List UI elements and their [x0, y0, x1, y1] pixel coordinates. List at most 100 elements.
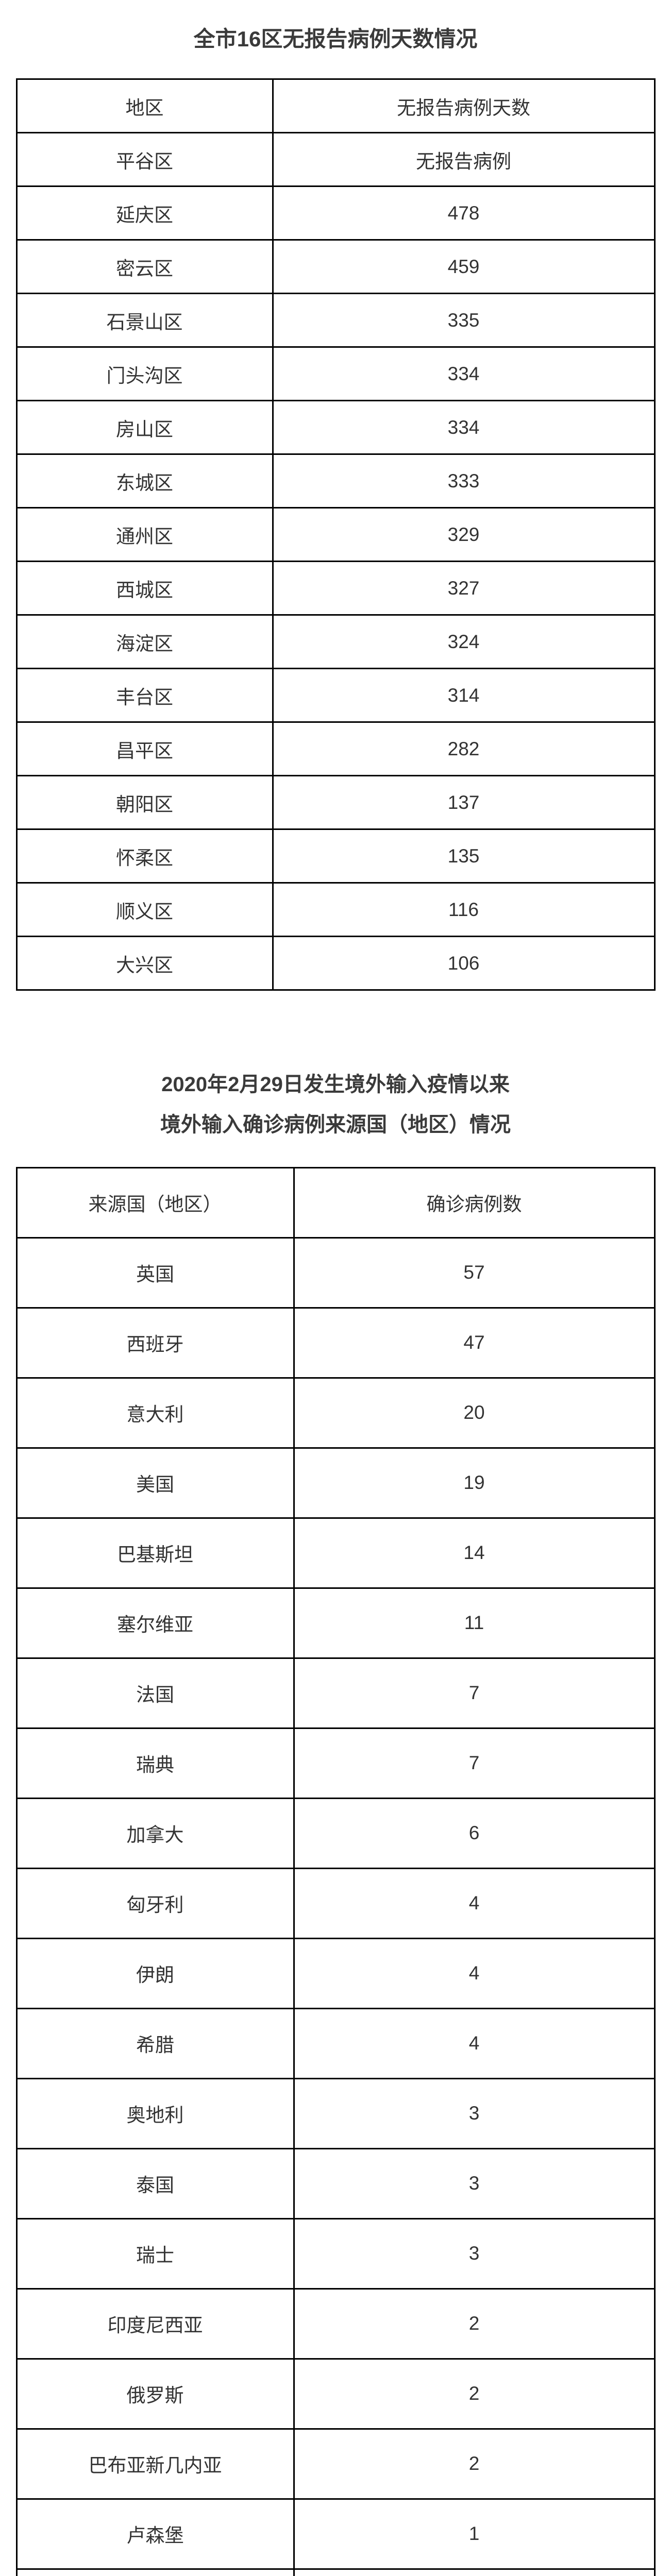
row-label-cell: 密云区: [15, 239, 274, 295]
row-label-cell: 挪威: [15, 2568, 295, 2576]
table-row: 卢森堡 1: [15, 2498, 656, 2570]
row-value-cell: 335: [272, 293, 656, 348]
row-value-cell: 327: [272, 561, 656, 616]
table-row: 西班牙 47: [15, 1307, 656, 1379]
table-row: 印度尼西亚 2: [15, 2287, 656, 2360]
row-value-cell: 14: [293, 1517, 656, 1589]
row-label-cell: 希腊: [15, 2007, 295, 2079]
countries-title-line-1: 2020年2月29日发生境外输入疫情以来: [161, 1073, 510, 1096]
table-row: 门头沟区 334: [15, 346, 656, 402]
table-row: 俄罗斯 2: [15, 2358, 656, 2430]
table-row: 昌平区 282: [15, 721, 656, 777]
row-label-cell: 大兴区: [15, 936, 274, 991]
row-value-cell: 47: [293, 1307, 656, 1379]
row-value-cell: 2: [293, 2287, 656, 2360]
row-label-cell: 门头沟区: [15, 346, 274, 402]
row-value-cell: 4: [293, 1867, 656, 1939]
table-row: 瑞典 7: [15, 1727, 656, 1799]
row-value-cell: 无报告病例: [272, 132, 656, 188]
table-row: 石景山区 335: [15, 293, 656, 348]
row-label-cell: 匈牙利: [15, 1867, 295, 1939]
column-header: 地区: [15, 78, 274, 134]
row-label-cell: 巴基斯坦: [15, 1517, 295, 1589]
row-value-cell: 19: [293, 1447, 656, 1519]
row-value-cell: 20: [293, 1377, 656, 1449]
table-row: 西城区 327: [15, 561, 656, 616]
row-value-cell: 6: [293, 1797, 656, 1869]
row-label-cell: 昌平区: [15, 721, 274, 777]
row-value-cell: 334: [272, 346, 656, 402]
table-row: 丰台区 314: [15, 668, 656, 723]
column-header: 确诊病例数: [293, 1166, 656, 1239]
row-label-cell: 意大利: [15, 1377, 295, 1449]
row-label-cell: 延庆区: [15, 185, 274, 241]
table-row: 海淀区 324: [15, 614, 656, 670]
row-label-cell: 卢森堡: [15, 2498, 295, 2570]
row-value-cell: 57: [293, 1236, 656, 1309]
districts-table-title: 全市16区无报告病例天数情况: [193, 27, 478, 52]
row-value-cell: 2: [293, 2428, 656, 2500]
row-label-cell: 俄罗斯: [15, 2358, 295, 2430]
row-label-cell: 怀柔区: [15, 828, 274, 884]
table-row: 密云区 459: [15, 239, 656, 295]
table-row: 通州区 329: [15, 507, 656, 563]
row-label-cell: 房山区: [15, 400, 274, 455]
row-label-cell: 巴布亚新几内亚: [15, 2428, 295, 2500]
table-row: 房山区 334: [15, 400, 656, 455]
column-header: 来源国（地区）: [15, 1166, 295, 1239]
row-value-cell: 137: [272, 775, 656, 831]
row-value-cell: 3: [293, 2217, 656, 2290]
table-row: 加拿大 6: [15, 1797, 656, 1869]
table-row: 泰国 3: [15, 2147, 656, 2219]
table-row: 美国 19: [15, 1447, 656, 1519]
row-value-cell: 314: [272, 668, 656, 723]
table-row: 匈牙利 4: [15, 1867, 656, 1939]
districts-table-body: 地区 无报告病例天数 平谷区 无报告病例 延庆区 478 密云区 459 石景山区 335 门头沟区…: [15, 78, 656, 991]
table-row: 奥地利 3: [15, 2077, 656, 2149]
row-value-cell: 4: [293, 2007, 656, 2079]
row-label-cell: 加拿大: [15, 1797, 295, 1869]
row-label-cell: 石景山区: [15, 293, 274, 348]
row-value-cell: 135: [272, 828, 656, 884]
table-row: 英国 57: [15, 1236, 656, 1309]
report-page: 全市16区无报告病例天数情况 地区 无报告病例天数 平谷区 无报告病例 延庆区 478 密云…: [0, 14, 671, 2576]
countries-title-line-2: 境外输入确诊病例来源国（地区）情况: [160, 1113, 511, 1137]
row-label-cell: 东城区: [15, 453, 274, 509]
table-row: 朝阳区 137: [15, 775, 656, 831]
table-row: 挪威1: [15, 2568, 656, 2576]
row-label-cell: 法国: [15, 1657, 295, 1729]
table-header-row: 来源国（地区） 确诊病例数: [15, 1166, 656, 1239]
row-value-cell: 7: [293, 1657, 656, 1729]
row-label-cell: 美国: [15, 1447, 295, 1519]
row-value-cell: 7: [293, 1727, 656, 1799]
table-row: 伊朗 4: [15, 1937, 656, 2009]
row-label-cell: 海淀区: [15, 614, 274, 670]
table-row: 怀柔区 135: [15, 828, 656, 884]
column-header: 无报告病例天数: [272, 78, 656, 134]
table-row: 顺义区 116: [15, 882, 656, 938]
countries-table-title: 2020年2月29日发生境外输入疫情以来 境外输入确诊病例来源国（地区）情况: [0, 1013, 671, 1153]
table-header-row: 地区 无报告病例天数: [15, 78, 656, 134]
row-label-cell: 英国: [15, 1236, 295, 1309]
districts-table: 地区 无报告病例天数 平谷区 无报告病例 延庆区 478 密云区 459 石景山区 335 门头沟区…: [15, 78, 656, 991]
row-value-cell: 324: [272, 614, 656, 670]
row-label-cell: 西班牙: [15, 1307, 295, 1379]
row-label-cell: 泰国: [15, 2147, 295, 2219]
row-value-cell: 329: [272, 507, 656, 563]
row-label-cell: 平谷区: [15, 132, 274, 188]
row-label-cell: 印度尼西亚: [15, 2287, 295, 2360]
row-label-cell: 瑞士: [15, 2217, 295, 2290]
table-row: 瑞士 3: [15, 2217, 656, 2290]
row-value-cell: 459: [272, 239, 656, 295]
row-value-cell: 2: [293, 2358, 656, 2430]
row-value-cell: 3: [293, 2077, 656, 2149]
table-row: 法国 7: [15, 1657, 656, 1729]
row-value-cell: 282: [272, 721, 656, 777]
table-row: 东城区 333: [15, 453, 656, 509]
row-label-cell: 顺义区: [15, 882, 274, 938]
row-value-cell: 3: [293, 2147, 656, 2219]
table-row: 巴布亚新几内亚 2: [15, 2428, 656, 2500]
row-label-cell: 通州区: [15, 507, 274, 563]
table-row: 希腊 4: [15, 2007, 656, 2079]
row-value-cell: 116: [272, 882, 656, 938]
